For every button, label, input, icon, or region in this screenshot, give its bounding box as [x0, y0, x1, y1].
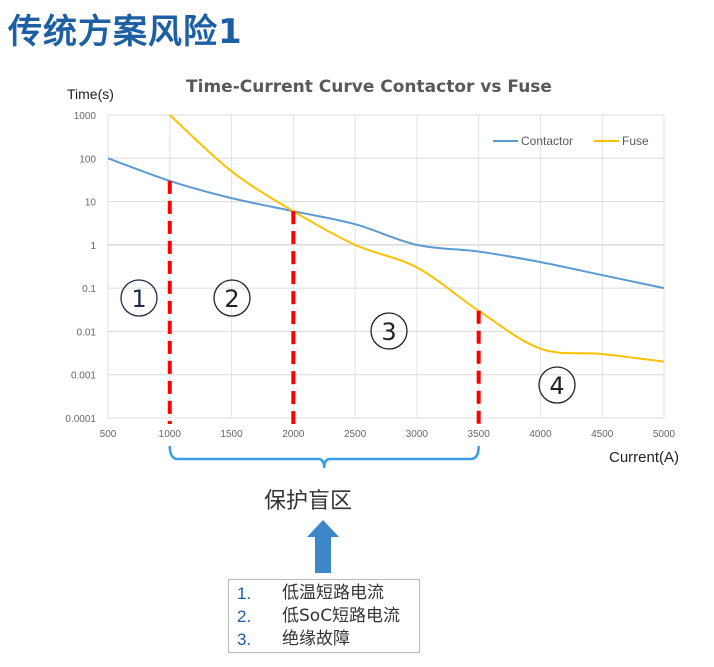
list-text: 绝缘故障 [282, 629, 350, 649]
x-tick-label: 4000 [529, 429, 552, 440]
series-line-contactor [107, 157, 665, 290]
list-number: 2. [237, 607, 252, 626]
legend-label-fuse: Fuse [622, 134, 649, 148]
region-circle-1 [120, 279, 158, 317]
x-tick-label: 1500 [220, 429, 243, 440]
region-circle-4 [538, 366, 576, 404]
x-tick-label: 3500 [468, 429, 491, 440]
x-tick-label: 5000 [653, 429, 676, 440]
y-tick-label: 100 [79, 154, 96, 165]
region-label-3: 3 [381, 318, 396, 346]
region-label-2: 2 [224, 285, 239, 313]
y-tick-label: 1000 [74, 111, 97, 122]
x-tick-label: 4500 [591, 429, 614, 440]
list-item: 1. 低温短路电流 [237, 582, 419, 605]
y-axis-label: Time(s) [67, 86, 114, 102]
x-tick-label: 3000 [406, 429, 429, 440]
up-arrow-icon [307, 520, 339, 573]
region-label-1: 1 [131, 285, 146, 313]
y-tick-label: 0.0001 [65, 414, 96, 425]
list-number: 3. [237, 630, 252, 649]
protection-blind-zone-label: 保护盲区 [264, 489, 353, 514]
series-line-fuse [169, 114, 665, 363]
x-tick-label: 500 [100, 429, 117, 440]
y-tick-label: 0.001 [71, 371, 96, 382]
legend-label-contactor: Contactor [521, 134, 573, 148]
y-tick-label: 10 [85, 198, 97, 209]
x-axis-label: Current(A) [609, 449, 679, 466]
slide-title: 传统方案风险1 [8, 12, 243, 52]
list-item: 3. 绝缘故障 [237, 628, 419, 651]
y-tick-label: 0.01 [77, 327, 97, 338]
region-circle-3 [370, 312, 408, 350]
region-circle-2 [213, 279, 251, 317]
region-label-4: 4 [549, 372, 564, 400]
blind-zone-bracket [168, 445, 480, 469]
list-text: 低温短路电流 [282, 583, 384, 603]
list-text: 低SoC短路电流 [282, 606, 401, 626]
y-tick-label: 1 [90, 241, 96, 252]
fault-list-box: 1. 低温短路电流 2. 低SoC短路电流 3. 绝缘故障 [228, 579, 420, 653]
x-tick-label: 1000 [159, 429, 182, 440]
list-number: 1. [237, 584, 252, 603]
y-tick-label: 0.1 [82, 284, 96, 295]
list-item: 2. 低SoC短路电流 [237, 605, 419, 628]
chart-title: Time-Current Curve Contactor vs Fuse [186, 77, 552, 97]
x-tick-label: 2000 [282, 429, 305, 440]
x-tick-label: 2500 [344, 429, 367, 440]
